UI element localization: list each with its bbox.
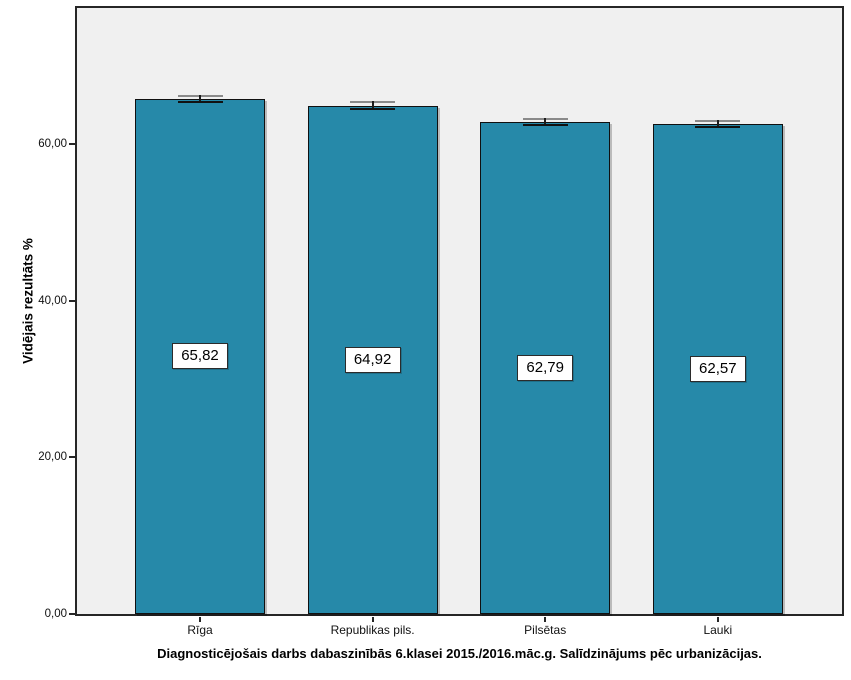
error-bar-bottom-cap — [695, 126, 741, 129]
y-tick — [69, 613, 75, 615]
bar-value-label: 65,82 — [172, 343, 228, 370]
x-tick — [199, 617, 201, 622]
y-tick-label: 20,00 — [38, 451, 67, 464]
bar-value-label: 62,57 — [689, 356, 746, 383]
bar-value-label: 62,79 — [517, 355, 574, 382]
x-tick-label: Republikas pils. — [330, 623, 415, 637]
error-bar-bottom-cap — [177, 100, 223, 103]
y-tick — [69, 299, 75, 302]
error-bar-whisker — [371, 101, 374, 111]
error-bar-whisker — [544, 118, 547, 127]
bar-value-label: 64,92 — [344, 346, 401, 373]
x-tick-label: Pilsētas — [524, 623, 567, 637]
x-tick-label: Rīga — [187, 623, 213, 637]
x-tick-label: Lauki — [703, 623, 733, 637]
x-tick — [371, 617, 374, 622]
chart-caption: Diagnosticējošais darbs dabaszinībās 6.k… — [157, 646, 762, 661]
y-tick-label: 40,00 — [38, 294, 67, 307]
error-bar — [522, 118, 568, 127]
y-tick-label: 60,00 — [38, 138, 67, 151]
y-tick-label: 0,00 — [44, 608, 67, 620]
plot-area: 65,82 64,92 62,79 62,57 — [75, 6, 844, 616]
error-bar-bottom-cap — [522, 124, 568, 127]
error-bar-whisker — [716, 119, 719, 129]
y-tick — [69, 143, 75, 146]
error-bar — [177, 94, 223, 103]
x-tick — [544, 617, 547, 622]
error-bar-bottom-cap — [350, 108, 396, 111]
y-tick — [69, 456, 75, 459]
x-tick — [716, 617, 719, 622]
error-bar-whisker — [199, 94, 201, 103]
error-bar — [695, 119, 741, 129]
error-bar — [350, 101, 396, 111]
